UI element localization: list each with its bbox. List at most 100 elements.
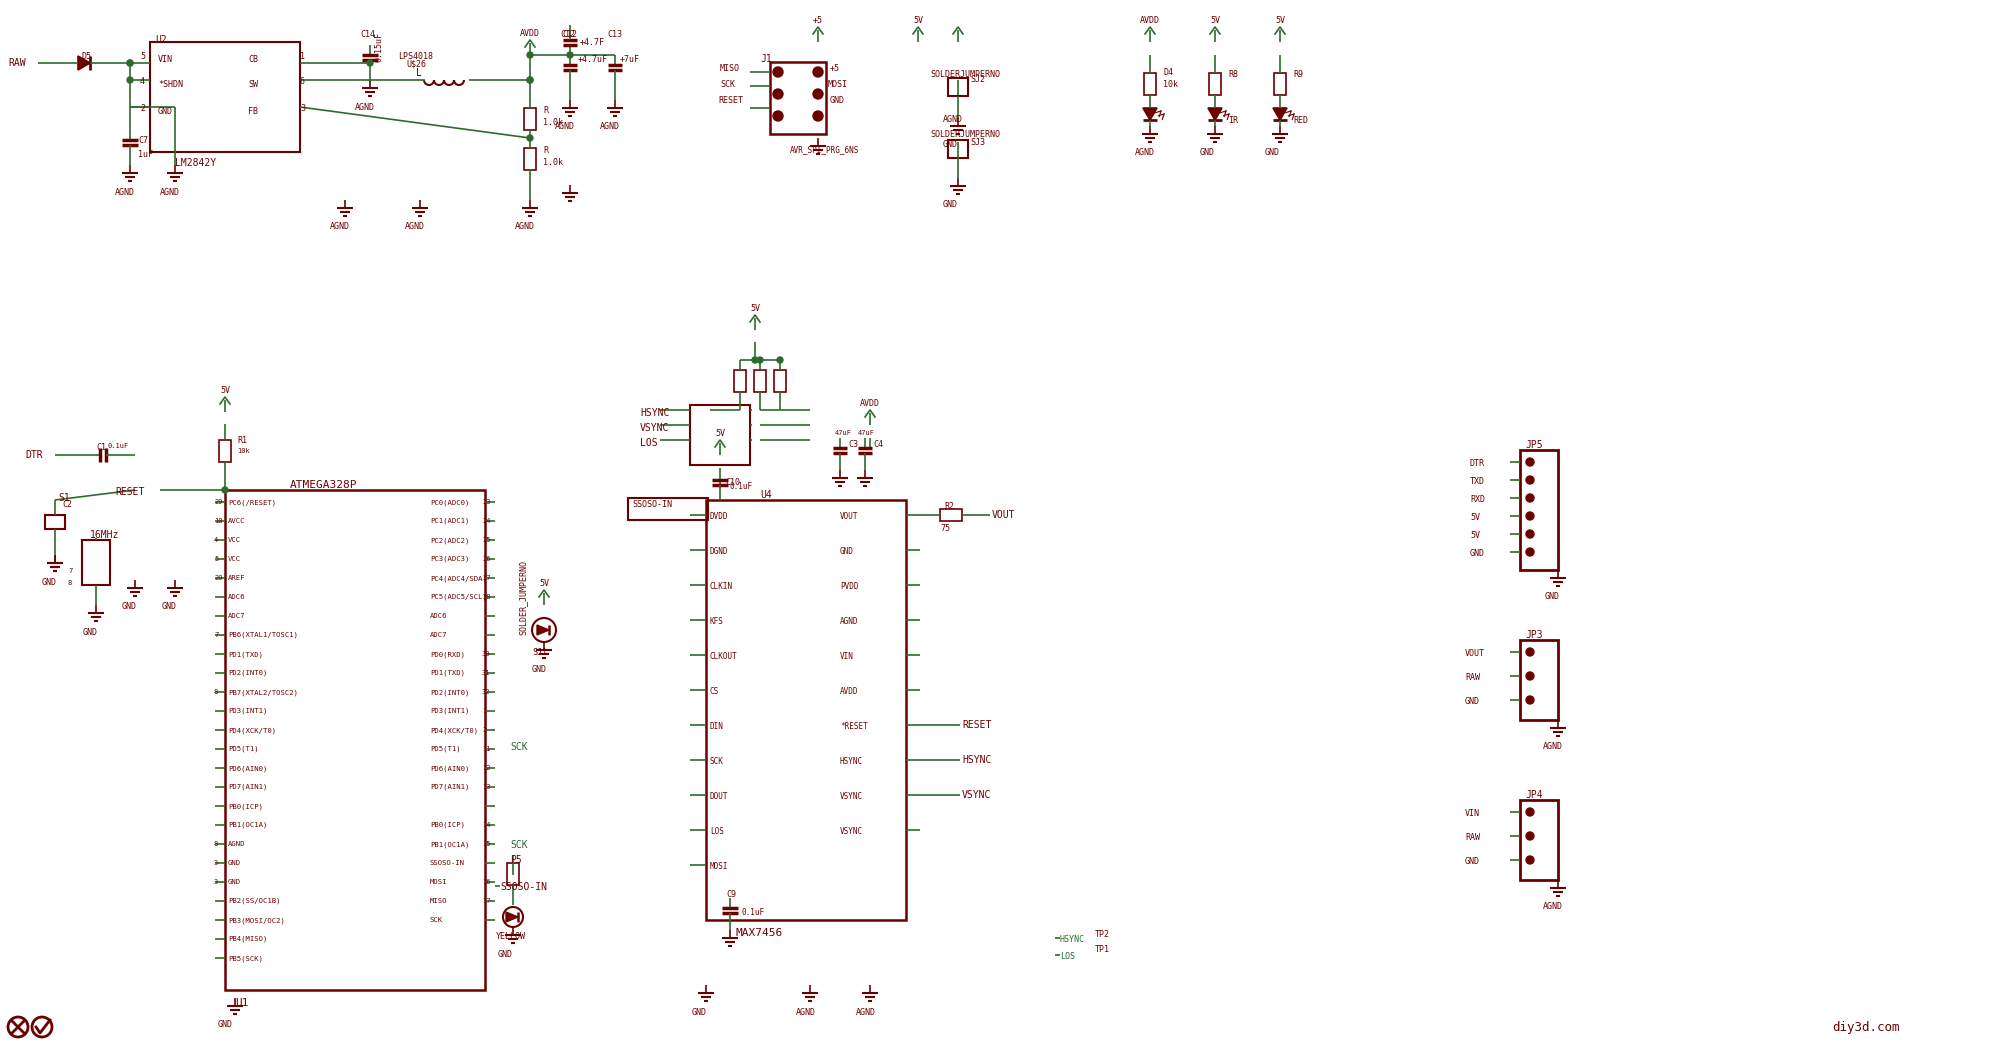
Circle shape — [527, 135, 533, 141]
Circle shape — [1526, 856, 1534, 864]
Bar — [82, 540, 109, 585]
Text: 23: 23 — [481, 499, 489, 505]
Text: 5V: 5V — [750, 304, 760, 313]
Text: RAW: RAW — [8, 58, 26, 68]
Text: GND: GND — [157, 107, 173, 116]
Text: PC0(ADC0): PC0(ADC0) — [430, 499, 469, 506]
Text: PVDD: PVDD — [839, 582, 857, 591]
Text: PD1(TXD): PD1(TXD) — [430, 670, 465, 676]
Text: AGND: AGND — [839, 617, 857, 626]
Text: 10k: 10k — [237, 448, 251, 454]
Text: 28: 28 — [481, 594, 489, 600]
Text: YELLOW: YELLOW — [495, 932, 525, 941]
Text: CB: CB — [249, 55, 259, 64]
Text: 8: 8 — [215, 841, 219, 847]
Text: 1: 1 — [481, 708, 485, 714]
Text: VOUT: VOUT — [839, 512, 857, 521]
Text: GND: GND — [1543, 592, 1559, 601]
Text: VOUT: VOUT — [991, 510, 1014, 520]
Text: 5: 5 — [139, 52, 145, 61]
Text: KFS: KFS — [710, 617, 724, 626]
Circle shape — [1526, 696, 1534, 704]
Bar — [754, 370, 766, 392]
Text: VIN: VIN — [839, 652, 853, 661]
Text: C14: C14 — [360, 30, 374, 39]
Text: 4: 4 — [215, 537, 219, 543]
Text: J1: J1 — [760, 54, 772, 64]
Text: PB3(MOSI/OC2): PB3(MOSI/OC2) — [229, 917, 284, 923]
Polygon shape — [1273, 108, 1287, 120]
Circle shape — [772, 67, 782, 77]
Text: AGND: AGND — [406, 222, 426, 231]
Text: RED: RED — [1293, 116, 1307, 125]
Text: VCC: VCC — [229, 537, 241, 543]
Circle shape — [1526, 476, 1534, 484]
Text: MISO: MISO — [430, 898, 448, 904]
Text: 17: 17 — [481, 898, 489, 904]
Text: PD1(TXD): PD1(TXD) — [229, 651, 263, 658]
Text: +4.7F: +4.7F — [579, 38, 605, 47]
Circle shape — [814, 67, 823, 77]
Text: PD2(INT0): PD2(INT0) — [430, 689, 469, 695]
Text: PC2(ADC2): PC2(ADC2) — [430, 537, 469, 543]
Text: 0.1uF: 0.1uF — [742, 908, 764, 917]
Text: AGND: AGND — [1541, 742, 1561, 751]
Circle shape — [772, 111, 782, 121]
Text: 30: 30 — [481, 651, 489, 658]
Text: PD5(T1): PD5(T1) — [229, 747, 259, 753]
Bar — [46, 515, 66, 529]
Circle shape — [776, 357, 782, 363]
Text: GND: GND — [42, 578, 58, 587]
Text: C13: C13 — [607, 30, 623, 39]
Text: GND: GND — [531, 665, 547, 674]
Text: 5V: 5V — [714, 429, 724, 438]
Bar — [947, 77, 967, 96]
Text: PC3(ADC3): PC3(ADC3) — [430, 556, 469, 562]
Text: 47uF: 47uF — [835, 430, 851, 436]
Text: U2: U2 — [155, 35, 167, 45]
Text: 14: 14 — [481, 822, 489, 828]
Text: RESET: RESET — [115, 487, 145, 497]
Text: VSYNC: VSYNC — [839, 792, 863, 801]
Text: PD2(INT0): PD2(INT0) — [229, 670, 267, 676]
Text: PB7(XTAL2/TOSC2): PB7(XTAL2/TOSC2) — [229, 689, 298, 695]
Text: AGND: AGND — [115, 188, 135, 197]
Text: *SHDN: *SHDN — [157, 80, 183, 89]
Text: C10: C10 — [724, 478, 740, 487]
Circle shape — [527, 77, 533, 83]
Text: R1: R1 — [237, 436, 247, 445]
Text: PD3(INT1): PD3(INT1) — [430, 708, 469, 714]
Text: SCK: SCK — [509, 840, 527, 850]
Text: GND: GND — [229, 879, 241, 885]
Text: R9: R9 — [1293, 70, 1303, 79]
Text: SSOSO-IN: SSOSO-IN — [633, 500, 672, 509]
Text: CS: CS — [710, 687, 718, 696]
Text: U1: U1 — [235, 998, 249, 1008]
Text: P5: P5 — [509, 855, 521, 865]
Text: 2: 2 — [139, 104, 145, 113]
Text: C3: C3 — [847, 440, 857, 449]
Text: SJ2: SJ2 — [969, 75, 985, 84]
Text: U4: U4 — [760, 490, 772, 500]
Text: GND: GND — [1265, 148, 1279, 157]
Text: HSYNC: HSYNC — [1060, 935, 1084, 944]
Text: GND: GND — [219, 1020, 233, 1029]
Text: GND: GND — [229, 860, 241, 866]
Text: VOUT: VOUT — [1464, 649, 1484, 658]
Polygon shape — [537, 625, 549, 634]
Text: ADC7: ADC7 — [430, 632, 448, 638]
Text: SW: SW — [249, 80, 259, 89]
Text: VCC: VCC — [229, 556, 241, 562]
Text: 10k: 10k — [1162, 80, 1177, 89]
Text: SSOSO-IN: SSOSO-IN — [430, 860, 465, 866]
Text: VIN: VIN — [1464, 809, 1480, 818]
Text: PD3(INT1): PD3(INT1) — [229, 708, 267, 714]
Text: AGND: AGND — [555, 122, 575, 131]
Text: SJ1: SJ1 — [531, 648, 547, 658]
Text: AGND: AGND — [855, 1008, 875, 1017]
Text: 5V: 5V — [1470, 531, 1480, 540]
Text: 31: 31 — [481, 670, 489, 676]
Text: AVDD: AVDD — [859, 399, 879, 408]
Circle shape — [756, 357, 762, 363]
Text: 7: 7 — [215, 632, 219, 638]
